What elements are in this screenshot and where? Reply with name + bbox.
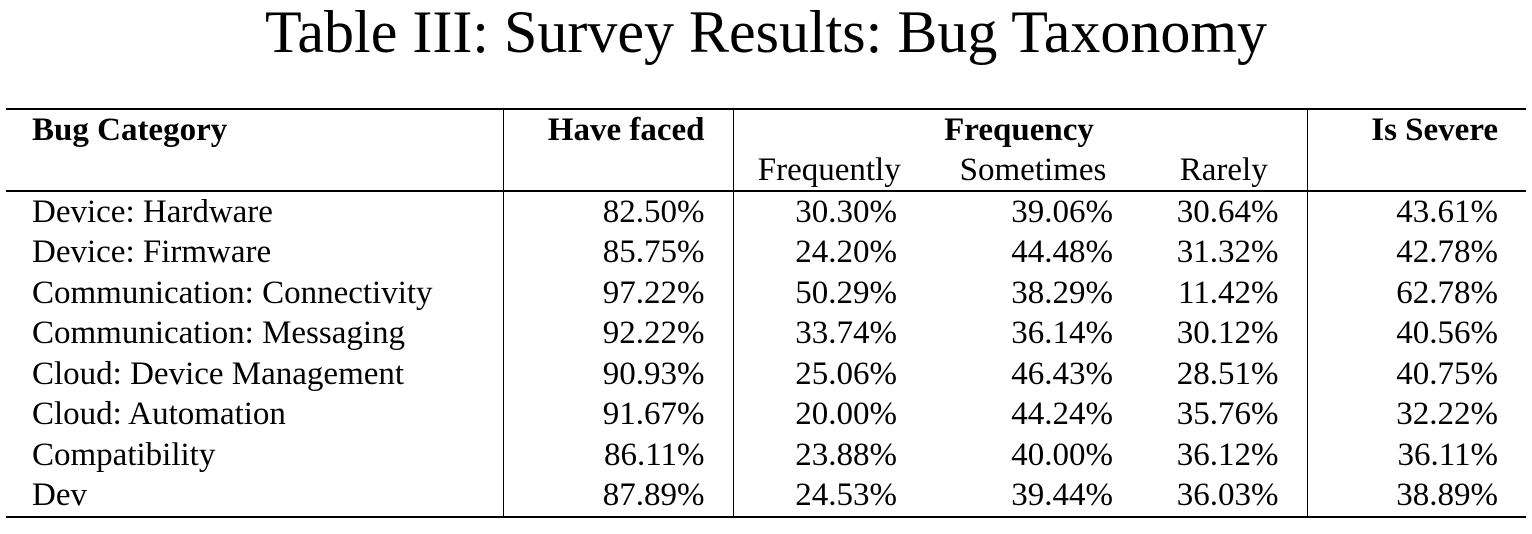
cell-have-faced: 87.89% — [503, 475, 734, 518]
cell-sometimes: 40.00% — [1011, 436, 1113, 473]
table-caption: Table III: Survey Results: Bug Taxonomy — [264, 0, 1268, 65]
table-header: Bug Category Have faced Frequency Is Sev… — [6, 108, 1527, 192]
header-row-top: Bug Category Have faced Frequency Is Sev… — [6, 108, 1527, 150]
cell-sometimes: 44.24% — [1011, 396, 1113, 433]
table-row: Device: Firmware 85.75% 24.20% 44.48% 31… — [6, 232, 1526, 273]
cell-rarely: 11.42% — [1141, 273, 1308, 314]
cell-have-faced: 90.93% — [503, 354, 734, 395]
header-have-faced: Have faced — [503, 108, 734, 150]
cell-frequently: 23.88% — [795, 436, 897, 473]
cell-rarely: 30.64% — [1141, 191, 1308, 233]
cell-sometimes: 39.44% — [925, 475, 1141, 518]
table-body: Device: Hardware 82.50% 30.30% 39.06% 30… — [6, 191, 1527, 518]
cell-category: Cloud: Automation — [6, 394, 504, 435]
cell-category: Device: Firmware — [6, 232, 504, 273]
table-row: Communication: Connectivity 97.22% 50.29… — [6, 273, 1526, 314]
header-frequency: Frequency — [733, 108, 1308, 150]
bug-taxonomy-table: Bug Category Have faced Frequency Is Sev… — [6, 108, 1527, 518]
table-row: Cloud: Automation 91.67% 20.00% 44.24% 3… — [6, 394, 1526, 435]
cell-frequently: 24.53% — [733, 475, 925, 518]
cell-sometimes: 46.43% — [1011, 355, 1113, 392]
cell-rarely: 30.12% — [1141, 313, 1308, 354]
cell-category: Device: Hardware — [6, 191, 504, 233]
header-blank-have-faced — [503, 150, 734, 192]
cell-is-severe: 43.61% — [1396, 193, 1499, 230]
cell-rarely: 28.51% — [1141, 354, 1308, 395]
table-row: Device: Hardware 82.50% 30.30% 39.06% 30… — [6, 191, 1526, 233]
cell-have-faced: 97.22% — [503, 273, 734, 314]
cell-category: Dev — [6, 475, 504, 518]
cell-category: Cloud: Device Management — [6, 354, 504, 395]
header-rarely: Rarely — [1141, 150, 1308, 192]
cell-is-severe: 38.89% — [1307, 475, 1527, 518]
cell-have-faced: 92.22% — [503, 313, 734, 354]
table-row: Compatibility 86.11% 23.88% 40.00% 36.12… — [6, 435, 1526, 476]
cell-frequently: 24.20% — [795, 234, 897, 271]
cell-category: Communication: Messaging — [6, 313, 504, 354]
table-row: Communication: Messaging 92.22% 33.74% 3… — [6, 313, 1526, 354]
cell-frequently: 50.29% — [795, 274, 897, 311]
header-row-sub: Frequently Sometimes Rarely — [6, 150, 1527, 192]
table-row: Dev 87.89% 24.53% 39.44% 36.03% 38.89% — [6, 475, 1527, 518]
header-blank-category — [6, 150, 504, 192]
cell-rarely: 35.76% — [1141, 394, 1308, 435]
cell-sometimes: 39.06% — [1011, 193, 1113, 230]
cell-is-severe: 40.56% — [1396, 315, 1499, 352]
cell-frequently: 20.00% — [795, 396, 897, 433]
header-is-severe: Is Severe — [1307, 108, 1527, 150]
cell-frequently: 25.06% — [795, 355, 897, 392]
table-row: Cloud: Device Management 90.93% 25.06% 4… — [6, 354, 1526, 395]
cell-is-severe: 62.78% — [1396, 274, 1499, 311]
cell-is-severe: 36.11% — [1397, 436, 1499, 473]
cell-have-faced: 82.50% — [503, 191, 734, 233]
cell-frequently: 33.74% — [795, 315, 897, 352]
cell-category: Communication: Connectivity — [6, 273, 504, 314]
cell-rarely: 36.03% — [1141, 475, 1308, 518]
cell-sometimes: 44.48% — [1011, 234, 1113, 271]
cell-have-faced: 86.11% — [503, 435, 734, 476]
cell-have-faced: 91.67% — [503, 394, 734, 435]
cell-rarely: 31.32% — [1141, 232, 1308, 273]
cell-sometimes: 38.29% — [1011, 274, 1113, 311]
header-sometimes: Sometimes — [925, 150, 1141, 192]
header-bug-category: Bug Category — [6, 108, 504, 150]
cell-have-faced: 85.75% — [503, 232, 734, 273]
cell-category: Compatibility — [6, 435, 504, 476]
header-blank-is-severe — [1307, 150, 1527, 192]
cell-sometimes: 36.14% — [1011, 315, 1113, 352]
cell-is-severe: 42.78% — [1396, 234, 1499, 271]
header-frequently: Frequently — [733, 150, 925, 192]
cell-is-severe: 32.22% — [1396, 396, 1499, 433]
cell-is-severe: 40.75% — [1396, 355, 1499, 392]
cell-rarely: 36.12% — [1141, 435, 1308, 476]
cell-frequently: 30.30% — [795, 193, 897, 230]
